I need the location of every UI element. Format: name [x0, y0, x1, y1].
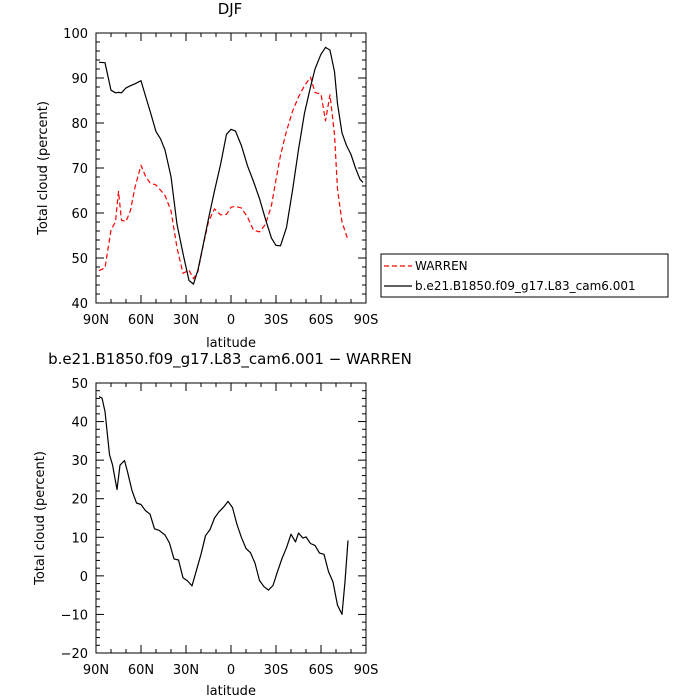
bottom-y-tick-label: −20	[61, 647, 88, 662]
bottom-y-tick-label: 0	[80, 570, 88, 585]
bottom-chart: b.e21.B1850.f09_g17.L83_cam6.001 − WARRE…	[33, 350, 412, 699]
top-y-tick-label: 50	[71, 252, 88, 267]
bottom-x-tick-label: 60S	[309, 663, 334, 678]
bottom-x-tick-label: 90S	[354, 663, 379, 678]
legend-label-model: b.e21.B1850.f09_g17.L83_cam6.001	[415, 279, 636, 293]
top-x-tick-label: 30N	[173, 313, 199, 328]
top-series-line-0	[98, 76, 349, 280]
top-x-tick-label: 90N	[83, 313, 109, 328]
bottom-y-tick-label: 50	[71, 377, 88, 392]
top-x-tick-label: 0	[227, 313, 235, 328]
bottom-y-tick-label: 30	[71, 454, 88, 469]
top-y-tick-label: 100	[63, 27, 88, 42]
top-y-tick-label: 90	[71, 72, 88, 87]
top-y-tick-label: 80	[71, 117, 88, 132]
bottom-y-tick-label: 40	[71, 416, 88, 431]
bottom-series-line-0	[98, 395, 349, 616]
bottom-x-tick-label: 60N	[128, 663, 154, 678]
bottom-x-tick-label: 90N	[83, 663, 109, 678]
top-chart-plot-area: 90N 60N 30N 0 30S 60S 90S 40 50 60 70 80 90 100	[63, 27, 378, 328]
top-series-line-1	[98, 46, 364, 285]
top-y-tick-label: 60	[71, 207, 88, 222]
top-x-tick-label: 90S	[354, 313, 379, 328]
bottom-x-tick-label: 30N	[173, 663, 199, 678]
legend-label-warren: WARREN	[415, 259, 468, 273]
top-y-tick-label: 40	[71, 297, 88, 312]
bottom-y-tick-label: 10	[71, 531, 88, 546]
top-x-tick-label: 30S	[264, 313, 289, 328]
bottom-chart-plot-area: 90N 60N 30N 0 30S 60S 90S −20 −10 0 10 20 30 40 50	[61, 377, 379, 678]
bottom-chart-title: b.e21.B1850.f09_g17.L83_cam6.001 − WARRE…	[48, 350, 412, 369]
top-chart-title: DJF	[218, 0, 243, 18]
legend: WARREN b.e21.B1850.f09_g17.L83_cam6.001	[380, 253, 669, 298]
top-chart-ylabel: Total cloud (percent)	[36, 101, 51, 236]
top-y-tick-label: 70	[71, 162, 88, 177]
top-x-tick-label: 60N	[128, 313, 154, 328]
bottom-y-tick-label: −10	[61, 608, 88, 623]
bottom-y-tick-label: 20	[71, 493, 88, 508]
top-chart-xlabel: latitude	[206, 336, 256, 351]
legend-box	[380, 253, 669, 298]
top-x-tick-label: 60S	[309, 313, 334, 328]
bottom-x-tick-label: 0	[227, 663, 235, 678]
bottom-chart-frame	[95, 382, 367, 654]
bottom-chart-ylabel: Total cloud (percent)	[33, 451, 48, 586]
bottom-x-tick-label: 30S	[264, 663, 289, 678]
top-chart: DJF 90N 60N 30N 0 30S 60S 90S 40 50 60 70 80 90 100 l…	[36, 0, 378, 351]
top-chart-frame	[95, 32, 367, 304]
bottom-chart-xlabel: latitude	[206, 684, 256, 699]
